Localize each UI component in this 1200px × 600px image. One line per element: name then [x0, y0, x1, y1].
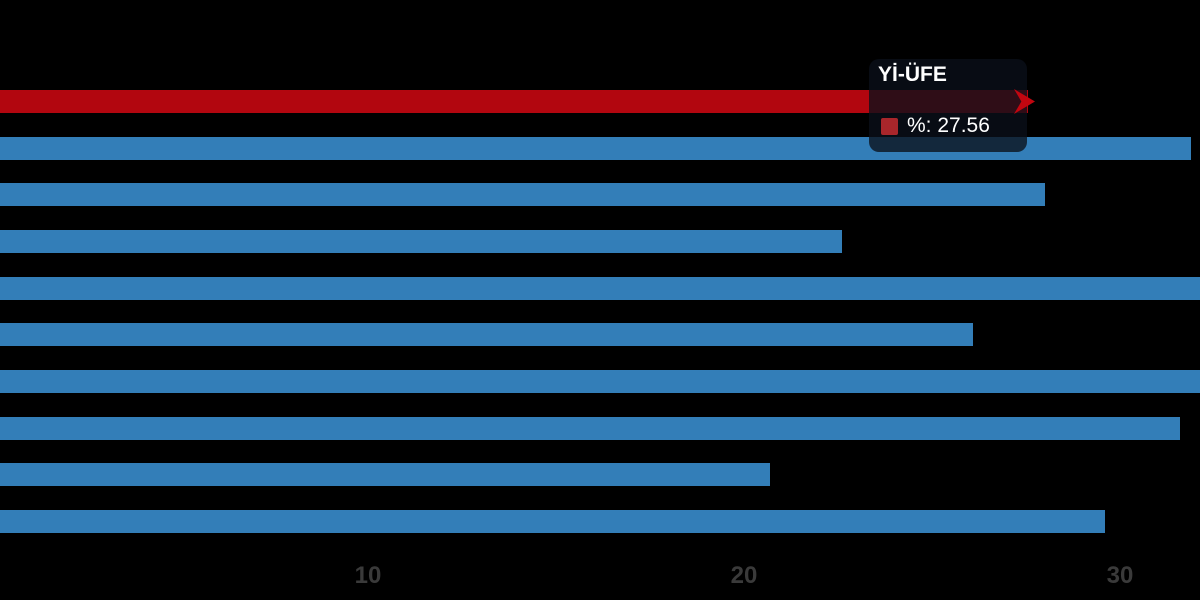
tooltip-title: Yİ-ÜFE — [878, 63, 947, 86]
tooltip: Yİ-ÜFE %: 27.56 — [869, 59, 1027, 152]
bar[interactable] — [0, 370, 1200, 393]
bar-highlighted[interactable] — [0, 90, 1028, 113]
series-marker-icon — [881, 117, 898, 135]
tooltip-value: %: 27.56 — [907, 114, 990, 137]
tooltip-value-row: %: 27.56 — [881, 114, 990, 138]
x-tick-label: 20 — [730, 562, 758, 589]
x-tick-label: 30 — [1106, 562, 1134, 589]
bar[interactable] — [0, 417, 1180, 440]
bar[interactable] — [0, 323, 973, 346]
bar[interactable] — [0, 510, 1105, 533]
bar[interactable] — [0, 463, 770, 486]
bar[interactable] — [0, 183, 1045, 206]
bar[interactable] — [0, 230, 842, 253]
bar[interactable] — [0, 277, 1200, 300]
x-tick-label: 10 — [354, 562, 382, 589]
